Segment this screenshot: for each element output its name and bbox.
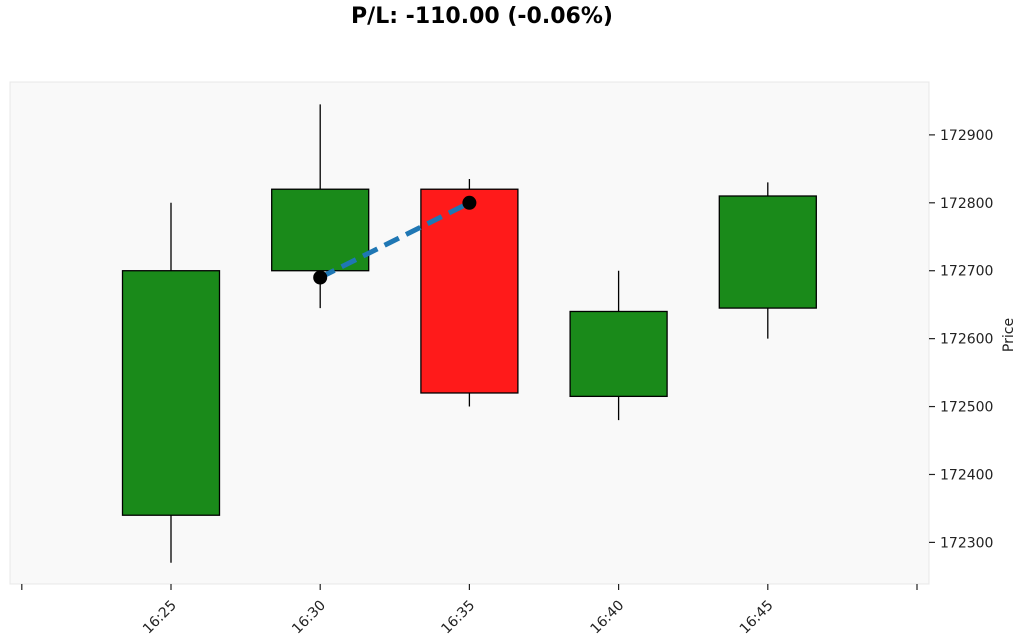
trade-exit-marker bbox=[462, 195, 477, 210]
y-tick-label: 172700 bbox=[940, 264, 993, 280]
candles-layer bbox=[121, 104, 817, 563]
candle-body bbox=[420, 188, 519, 394]
y-tick-label: 172900 bbox=[940, 128, 993, 144]
y-axis-label: Price bbox=[1001, 318, 1017, 352]
x-tick-label: 16:45 bbox=[737, 598, 777, 638]
candle bbox=[718, 182, 817, 339]
y-tick-label: 172400 bbox=[940, 467, 993, 483]
y-tick-label: 172800 bbox=[940, 196, 993, 212]
y-tick-label: 172300 bbox=[940, 535, 993, 551]
x-tick-label: 16:40 bbox=[588, 598, 628, 638]
x-tick-label: 16:35 bbox=[438, 598, 478, 638]
candle bbox=[420, 179, 519, 407]
candle-body bbox=[718, 195, 817, 309]
y-tick-label: 172600 bbox=[940, 332, 993, 348]
candle bbox=[569, 270, 668, 421]
trade-layer bbox=[313, 195, 477, 285]
trade-line bbox=[319, 200, 471, 280]
trade-entry-marker bbox=[313, 270, 328, 285]
candle-body bbox=[271, 188, 370, 272]
chart-title: P/L: -110.00 (-0.06%) bbox=[351, 4, 613, 29]
x-tick-label: 16:25 bbox=[140, 598, 180, 638]
candle-body bbox=[121, 270, 221, 516]
x-axis: 16:25 16:30 16:35 16:40 16:45 bbox=[21, 584, 918, 638]
candle bbox=[121, 202, 221, 563]
x-tick-label: 16:30 bbox=[289, 598, 329, 638]
y-axis: 172300 172400 172500 172600 172700 172800 1729… bbox=[929, 128, 993, 551]
y-tick-label: 172500 bbox=[940, 400, 993, 416]
candle-body bbox=[569, 310, 668, 398]
